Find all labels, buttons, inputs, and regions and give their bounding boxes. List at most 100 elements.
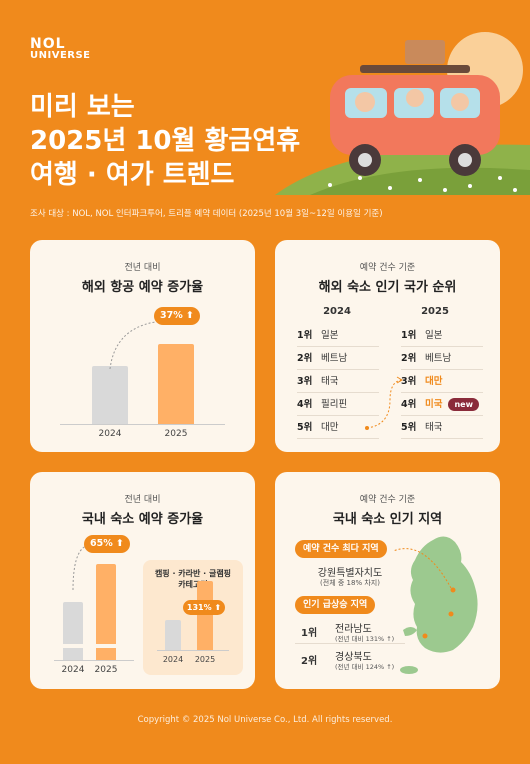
rising-rank: 1위 — [301, 628, 318, 639]
rank-row: 5위 태국 — [401, 416, 483, 439]
rank-country: 미국 — [425, 399, 443, 410]
tag-rising: 인기 급상승 지역 — [295, 596, 376, 614]
inner-xlabel-2024: 2024 — [162, 655, 184, 664]
card3-title: 국내 숙소 예약 증가율 — [81, 512, 204, 527]
rank-country: 일본 — [425, 330, 443, 341]
rising-region: 경상북도 — [335, 652, 372, 663]
inner-title-line2: 카테고리 — [178, 580, 208, 589]
col-2024-header: 2024 — [323, 306, 351, 317]
card1-xlabel-2024: 2024 — [98, 429, 122, 439]
footer-copyright: Copyright © 2025 Nol Universe Co., Ltd. … — [137, 715, 393, 725]
inner-title-line1: 캠핑 · 카라반 · 글램핑 — [154, 569, 232, 578]
survey-note: 조사 대상 : NOL, NOL 인터파크투어, 트리플 예약 데이터 (202… — [30, 209, 383, 219]
card2-title: 해외 숙소 인기 국가 순위 — [318, 280, 457, 295]
rank-country: 베트남 — [425, 353, 452, 364]
card3-badge-text: 65% — [89, 538, 113, 549]
up-arrow-icon: ⬆ — [214, 603, 222, 612]
card1-badge: 37% ⬆ — [154, 307, 200, 325]
card1-bar-2025 — [158, 344, 194, 424]
rank-country: 대만 — [321, 422, 339, 433]
rank-number: 1위 — [401, 330, 417, 341]
inner-title: 캠핑 · 카라반 · 글램핑 카테고리 — [143, 568, 243, 590]
page-title: 미리 보는 2025년 10월 황금연휴 여행 · 여가 트렌드 — [30, 90, 300, 192]
rank-row: 1위 일본 — [297, 324, 379, 347]
title-line2: 2025년 10월 황금연휴 — [30, 126, 301, 156]
card1-xlabel-2025: 2025 — [164, 429, 188, 439]
top-region-note: (전체 중 18% 차지) — [320, 579, 380, 587]
rank-change-arrow — [365, 376, 403, 430]
logo-line2: UNIVERSE — [30, 50, 91, 61]
rising-note: (전년 대비 131% ↑) — [335, 635, 395, 643]
card3-bar-2025 — [96, 564, 116, 660]
rank-row: 3위 태국 — [297, 370, 379, 393]
rank-number: 5위 — [401, 422, 417, 433]
rank-row: 2위 베트남 — [401, 347, 483, 370]
up-arrow-icon: ⬆ — [116, 538, 125, 549]
card-overseas-rank: 예약 건수 기준 해외 숙소 인기 국가 순위 2024 2025 1위 일본 2… — [275, 240, 500, 452]
new-badge: new — [448, 398, 479, 411]
rank-row: 4위 미국 new — [401, 393, 483, 416]
title-line3: 여행 · 여가 트렌드 — [30, 160, 235, 190]
inner-badge: 131% ⬆ — [183, 600, 225, 615]
rank-row: 2위 베트남 — [297, 347, 379, 370]
inner-xlabel-2025: 2025 — [194, 655, 216, 664]
card1-axis — [60, 424, 225, 425]
card3-xlabel-2025: 2025 — [94, 665, 118, 675]
rank-number: 2위 — [401, 353, 417, 364]
korea-map — [393, 536, 478, 674]
card1-title: 해외 항공 예약 증가율 — [81, 280, 204, 295]
rank-number: 3위 — [401, 376, 417, 387]
logo-line1: NOL — [30, 36, 66, 52]
rank-list-2025: 1위 일본 2위 베트남 3위 대만 4위 미국 new 5위 태국 — [401, 324, 483, 439]
card4-title: 국내 숙소 인기 지역 — [332, 512, 443, 527]
card3-badge: 65% ⬆ — [84, 535, 130, 553]
rank-number: 3위 — [297, 376, 313, 387]
inner-bar-2025 — [197, 581, 213, 650]
hero-illustration — [275, 32, 530, 195]
card-overseas-flight: 전년 대비 해외 항공 예약 증가율 37% ⬆ 2024 2025 — [30, 240, 255, 452]
rank-country: 태국 — [321, 376, 339, 387]
card2-subtitle: 예약 건수 기준 — [359, 263, 416, 273]
rank-number: 4위 — [297, 399, 313, 410]
rank-row: 3위 대만 — [401, 370, 483, 393]
card4-subtitle: 예약 건수 기준 — [359, 495, 416, 505]
rising-rank: 2위 — [301, 656, 318, 667]
rising-row: 2위 경상북도 (전년 대비 124% ↑) — [295, 648, 405, 672]
rank-row: 1위 일본 — [401, 324, 483, 347]
rank-number: 2위 — [297, 353, 313, 364]
card1-bar-2024 — [92, 366, 128, 424]
card3-axis — [54, 660, 134, 661]
inner-axis — [157, 650, 229, 651]
brand-logo: NOL UNIVERSE — [30, 36, 91, 62]
camping-category-box: 캠핑 · 카라반 · 글램핑 카테고리 131% ⬆ 2024 2025 — [143, 560, 243, 675]
card3-arrow — [72, 545, 87, 591]
card3-subtitle: 전년 대비 — [124, 495, 161, 505]
rank-list-2024: 1위 일본 2위 베트남 3위 태국 4위 필리핀 5위 대만 — [297, 324, 379, 439]
card3-xlabel-2024: 2024 — [61, 665, 85, 675]
rank-country: 베트남 — [321, 353, 348, 364]
title-line1: 미리 보는 — [30, 92, 135, 122]
rising-region: 전라남도 — [335, 624, 372, 635]
inner-bar-2024 — [165, 620, 181, 650]
rank-number: 1위 — [297, 330, 313, 341]
rank-number: 5위 — [297, 422, 313, 433]
card3-bar-2024 — [63, 602, 83, 660]
up-arrow-icon: ⬆ — [186, 310, 195, 321]
rank-country: 일본 — [321, 330, 339, 341]
rank-country: 태국 — [425, 422, 443, 433]
card1-badge-text: 37% — [159, 310, 183, 321]
inner-badge-text: 131% — [186, 603, 212, 612]
rising-row: 1위 전라남도 (전년 대비 131% ↑) — [295, 620, 405, 644]
rank-country: 필리핀 — [321, 399, 348, 410]
top-region: 강원특별자치도 — [317, 568, 383, 579]
rank-country: 대만 — [425, 376, 443, 387]
card1-subtitle: 전년 대비 — [124, 263, 161, 273]
tag-most-booked: 예약 건수 최다 지역 — [295, 540, 387, 558]
rank-row: 5위 대만 — [297, 416, 379, 439]
axis-break — [58, 644, 120, 648]
card-domestic-growth: 전년 대비 국내 숙소 예약 증가율 65% ⬆ 2024 2025 캠핑 · … — [30, 472, 255, 689]
rank-row: 4위 필리핀 — [297, 393, 379, 416]
card-domestic-region: 예약 건수 기준 국내 숙소 인기 지역 예약 건수 최다 지역 강원특별자치도… — [275, 472, 500, 689]
rising-note: (전년 대비 124% ↑) — [335, 663, 395, 671]
rank-number: 4위 — [401, 399, 417, 410]
